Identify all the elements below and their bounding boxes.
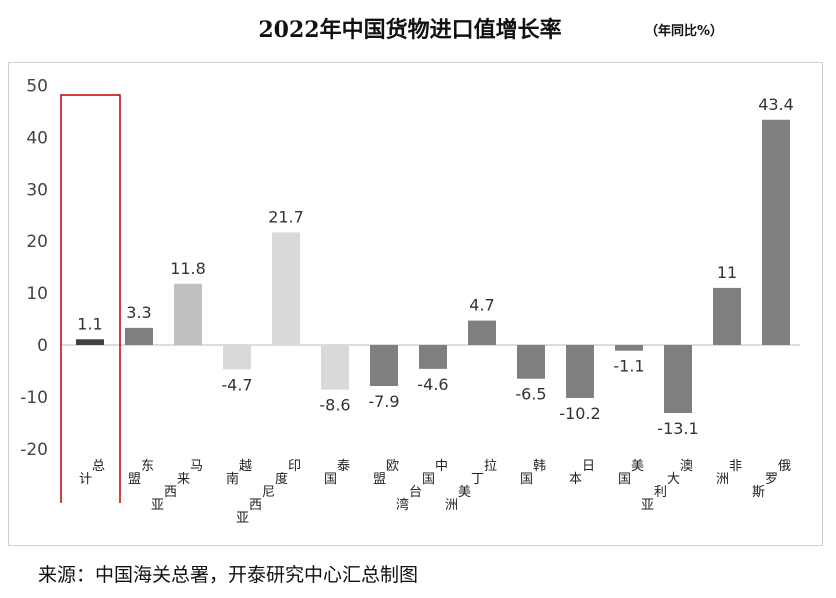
- x-tick-label-char: 拉: [484, 459, 498, 474]
- x-tick-label-char: 亚: [151, 498, 165, 513]
- x-tick-label-char: 美: [631, 459, 645, 474]
- unit-label: （年同比%）: [645, 24, 724, 39]
- bar-拉丁美洲: [468, 320, 496, 345]
- x-tick-label-char: 印: [288, 459, 302, 474]
- x-tick-label-char: 总: [92, 459, 106, 474]
- data-label: 1.1: [77, 314, 102, 333]
- x-tick-label-char: 尼: [262, 485, 276, 500]
- data-label: 11.8: [170, 259, 206, 278]
- x-tick-label-char: 韩: [533, 459, 547, 474]
- bar-欧盟: [370, 345, 398, 387]
- data-label: -6.5: [515, 385, 546, 404]
- chart-title: 2022年中国货物进口值增长率: [258, 17, 562, 43]
- source-note: 来源：中国海关总署，开泰研究中心汇总制图: [38, 564, 419, 586]
- y-tick-label: -20: [20, 440, 48, 460]
- bar-澳大利亚: [664, 345, 692, 413]
- data-label: -8.6: [319, 396, 350, 415]
- x-tick-label-char: 国: [520, 472, 534, 487]
- x-tick-label-char: 亚: [641, 498, 655, 513]
- bar-韩国: [517, 345, 545, 379]
- data-label: -4.6: [417, 375, 448, 394]
- x-tick-label-char: 盟: [128, 472, 142, 487]
- data-label: 21.7: [268, 207, 304, 226]
- x-tick-label-char: 大: [667, 472, 681, 487]
- bar-东盟: [125, 327, 153, 345]
- chart-frame: [8, 62, 823, 546]
- bar-泰国: [321, 345, 349, 390]
- x-tick-label-char: 湾: [396, 498, 410, 513]
- x-tick-label-char: 计: [79, 472, 93, 487]
- y-tick-label: 10: [26, 284, 48, 304]
- x-tick-label-char: 日: [582, 459, 596, 474]
- x-tick-label-char: 洲: [716, 472, 730, 487]
- y-tick-label: 0: [37, 336, 48, 356]
- bar-印度尼西亚: [272, 232, 300, 345]
- x-tick-label-char: 俄: [778, 459, 792, 474]
- x-tick-label-char: 泰: [337, 459, 351, 474]
- x-tick-label-char: 斯: [752, 485, 766, 500]
- x-tick-label-char: 利: [654, 485, 668, 500]
- x-tick-label-char: 罗: [765, 472, 779, 487]
- y-tick-label: -10: [20, 388, 48, 408]
- data-label: -13.1: [657, 419, 698, 438]
- x-tick-label-char: 来: [177, 472, 191, 487]
- y-tick-label: 30: [26, 180, 48, 200]
- x-tick-label-char: 马: [190, 459, 204, 474]
- x-tick-label-char: 越: [239, 459, 253, 474]
- x-tick-label-char: 南: [226, 472, 240, 487]
- bar-俄罗斯: [762, 119, 790, 345]
- x-tick-label-char: 东: [141, 459, 155, 474]
- bar-中国台湾: [419, 345, 447, 369]
- bar-马来西亚: [174, 283, 202, 345]
- x-tick-label-char: 国: [324, 472, 338, 487]
- highlight-box: [60, 94, 121, 503]
- bar-总计: [76, 339, 104, 345]
- x-tick-label-char: 中: [435, 459, 449, 474]
- x-tick-label-char: 欧: [386, 459, 400, 474]
- x-tick-label-char: 度: [275, 472, 289, 487]
- x-tick-label-char: 本: [569, 472, 583, 487]
- data-label: -1.1: [613, 357, 644, 376]
- y-tick-label: 50: [26, 77, 48, 97]
- bar-美国: [615, 345, 643, 351]
- bar-非洲: [713, 287, 741, 345]
- data-label: 4.7: [469, 296, 494, 315]
- data-label: 43.4: [758, 95, 794, 114]
- x-tick-label-char: 盟: [373, 472, 387, 487]
- x-tick-label-char: 丁: [471, 472, 485, 487]
- x-tick-label-char: 洲: [445, 498, 459, 513]
- x-tick-label-char: 非: [729, 459, 743, 474]
- data-label: -4.7: [221, 375, 252, 394]
- x-tick-label-char: 西: [164, 485, 178, 500]
- x-tick-label-char: 澳: [680, 459, 694, 474]
- x-tick-label-char: 国: [618, 472, 632, 487]
- data-label: -10.2: [559, 404, 600, 423]
- x-tick-label-char: 西: [249, 498, 263, 513]
- data-label: 11: [717, 263, 737, 282]
- bar-日本: [566, 345, 594, 398]
- data-label: -7.9: [368, 392, 399, 411]
- data-label: 3.3: [126, 303, 151, 322]
- x-tick-label-char: 台: [409, 485, 423, 500]
- y-tick-label: 40: [26, 128, 48, 148]
- x-tick-label-char: 国: [422, 472, 436, 487]
- x-tick-label-char: 亚: [236, 511, 250, 526]
- x-tick-label-char: 美: [458, 485, 472, 500]
- y-tick-label: 20: [26, 232, 48, 252]
- bar-越南: [223, 345, 251, 370]
